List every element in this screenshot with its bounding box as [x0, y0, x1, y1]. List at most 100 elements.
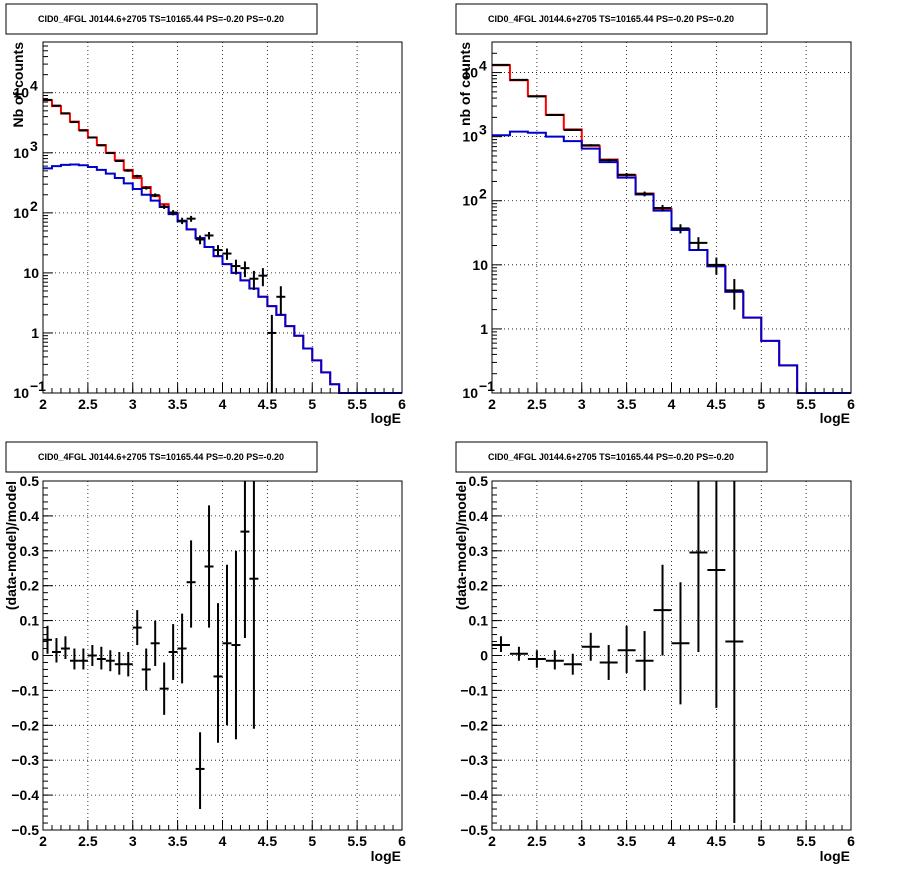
x-tick-label: 2	[39, 833, 47, 849]
y-tick-exponent: −1	[30, 378, 46, 394]
axis-ticks: 2 2.5 3 3.5 4 4.5 5 5.5 6 −0.5 −0.4 −0.3 −0.2 −0.1 0 0.…	[11, 473, 406, 849]
panel-bottom-left: CID0_4FGL J0144.6+2705 TS=10165.44 PS=-0…	[3, 441, 406, 864]
data-point	[177, 217, 187, 225]
y-tick-label: 0.5	[469, 473, 489, 489]
residual-point	[195, 732, 205, 810]
title-box-frame	[455, 3, 768, 35]
residual-point	[231, 550, 241, 740]
residual-point	[168, 624, 178, 680]
x-tick-label: 3	[578, 396, 586, 412]
y-tick-label: 0.4	[469, 508, 489, 524]
x-axis-label: logE	[820, 410, 850, 426]
y-tick-label: 0.1	[20, 613, 40, 629]
x-tick-label: 2	[39, 396, 47, 412]
y-tick-label: −0.1	[460, 682, 488, 698]
residual-point	[150, 620, 160, 666]
residual-point	[60, 636, 70, 659]
x-tick-label: 5.5	[347, 396, 367, 412]
data-point	[725, 279, 744, 310]
y-tick-label: 10	[23, 265, 39, 281]
y-axis-label: nb of counts	[457, 42, 473, 126]
data-point	[168, 210, 178, 216]
residual-point	[563, 653, 582, 675]
y-tick-label: −0.1	[11, 682, 39, 698]
x-tick-label: 6	[847, 396, 855, 412]
plot-area	[43, 481, 259, 810]
residual-point	[105, 650, 115, 672]
data-point	[43, 98, 52, 101]
y-axis-label: Nb of counts	[10, 42, 26, 128]
residual-point	[689, 481, 708, 653]
y-tick-label: −0.4	[460, 787, 488, 803]
data-point	[69, 121, 79, 124]
plot-area	[492, 481, 744, 824]
y-tick-label: 0.2	[469, 578, 489, 594]
y-tick-label: −0.5	[460, 822, 488, 838]
residual-point	[78, 648, 88, 670]
residual-point	[186, 540, 196, 628]
y-tick-label: 0.3	[20, 543, 40, 559]
data-point	[492, 63, 510, 66]
y-tick-exponent: 4	[30, 78, 38, 94]
y-tick-label: −0.5	[11, 822, 39, 838]
residual-point	[635, 631, 654, 691]
data-point	[249, 270, 259, 290]
x-tick-label: 5	[757, 396, 765, 412]
x-tick-label: 4	[668, 833, 676, 849]
data-point	[150, 193, 160, 198]
y-tick-label: 0.4	[20, 508, 40, 524]
data-point	[617, 172, 636, 177]
residual-point	[222, 564, 232, 726]
data-point	[527, 95, 546, 98]
x-axis-label: logE	[371, 410, 401, 426]
title-box: CID0_4FGL J0144.6+2705 TS=10165.44 PS=-0…	[455, 3, 768, 35]
residual-point	[51, 638, 61, 663]
x-tick-label: 2	[488, 833, 496, 849]
x-tick-label: 5.5	[347, 833, 367, 849]
x-axis-label: logE	[371, 848, 401, 864]
panel-bottom-right: CID0_4FGL J0144.6+2705 TS=10165.44 PS=-0…	[453, 441, 855, 864]
x-tick-label: 4	[219, 396, 227, 412]
residual-point	[87, 645, 97, 666]
x-tick-label: 3	[129, 833, 137, 849]
residual-point	[599, 645, 618, 680]
data-point	[231, 259, 241, 275]
x-tick-label: 2.5	[78, 833, 98, 849]
y-tick-label: 0.3	[469, 543, 489, 559]
panel-title: CID0_4FGL J0144.6+2705 TS=10165.44 PS=-0…	[38, 14, 284, 24]
y-tick-label: −0.3	[460, 752, 488, 768]
data-point	[141, 186, 151, 190]
axis-ticks: 2 2.5 3 3.5 4 4.5 5 5.5 6 −0.5 −0.4 −0.3 −0.2 −0.1 0 0.…	[460, 473, 855, 849]
x-tick-label: 5	[308, 396, 316, 412]
x-tick-label: 3.5	[617, 396, 637, 412]
data-point	[114, 160, 124, 163]
panel-title: CID0_4FGL J0144.6+2705 TS=10165.44 PS=-0…	[488, 14, 734, 24]
x-tick-label: 5	[757, 833, 765, 849]
data-point	[267, 314, 277, 393]
panel-title: CID0_4FGL J0144.6+2705 TS=10165.44 PS=-0…	[38, 452, 284, 462]
x-tick-label: 3	[578, 833, 586, 849]
residual-point	[581, 632, 600, 661]
title-box-frame	[5, 441, 318, 473]
residual-point	[114, 652, 124, 675]
x-tick-label: 4.5	[258, 396, 278, 412]
data-point	[78, 129, 88, 132]
data-point	[563, 129, 582, 132]
x-axis-label: logE	[820, 848, 850, 864]
data-point	[123, 169, 133, 172]
residual-point	[545, 650, 564, 670]
data-point	[132, 174, 142, 178]
residual-point	[177, 613, 187, 684]
y-tick-label: −0.2	[460, 717, 488, 733]
x-tick-label: 4.5	[707, 396, 727, 412]
x-tick-label: 3.5	[168, 396, 188, 412]
residual-point	[527, 650, 546, 668]
y-axis-label: (data-model)/model	[3, 481, 19, 610]
x-tick-label: 2.5	[527, 396, 547, 412]
data-point	[213, 245, 223, 257]
data-point	[204, 231, 214, 240]
data-point	[599, 158, 618, 162]
x-tick-label: 2.5	[527, 833, 547, 849]
x-tick-label: 6	[847, 833, 855, 849]
